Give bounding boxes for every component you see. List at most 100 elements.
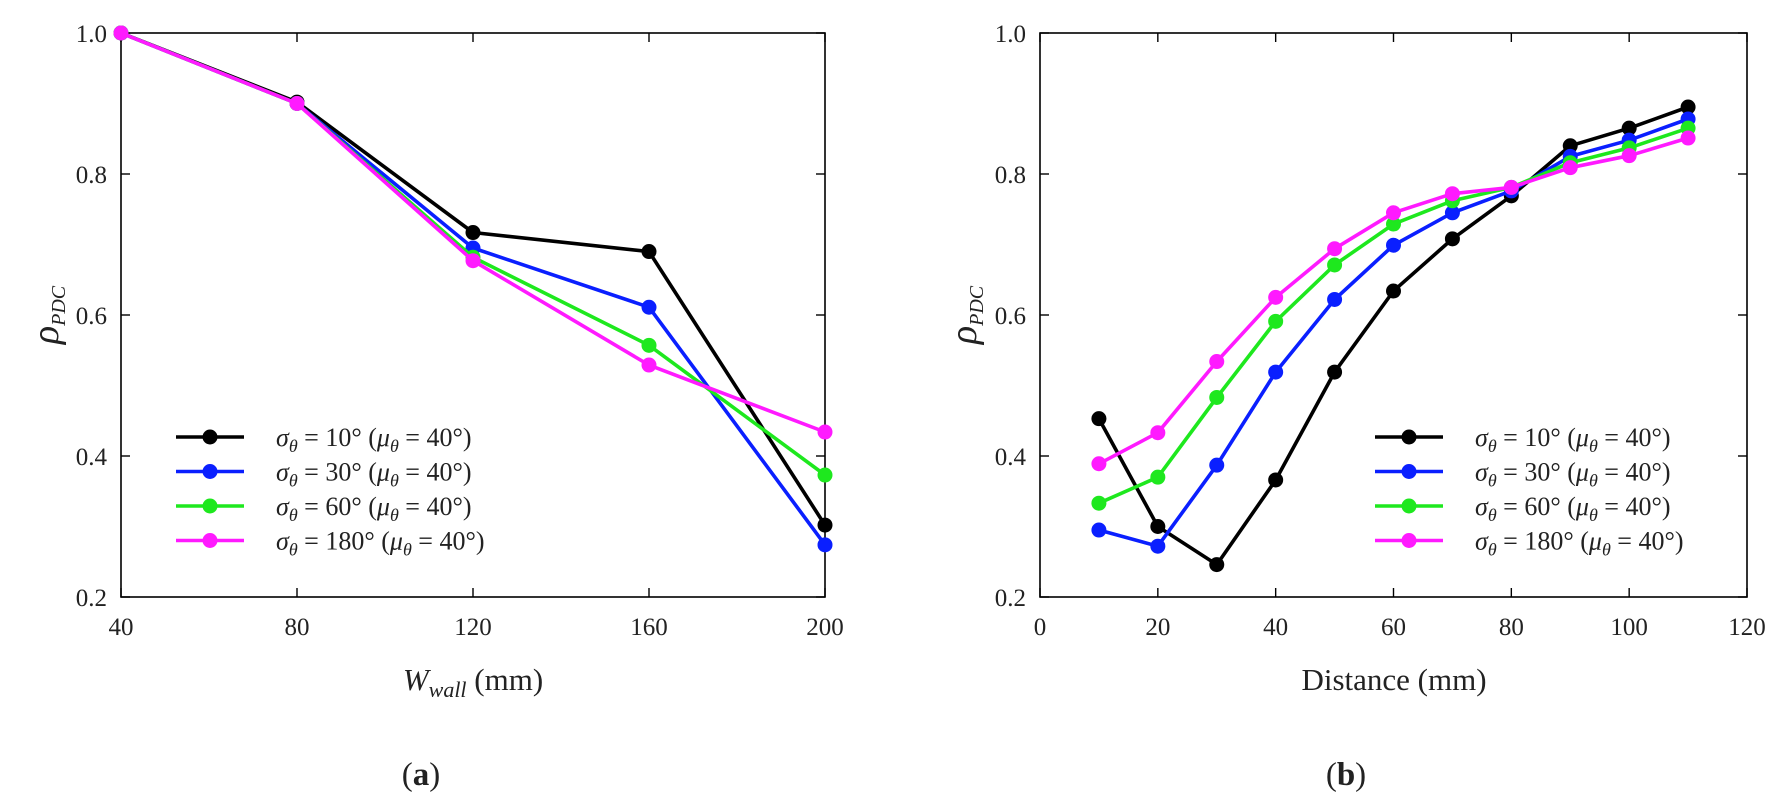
legend-sigma: σ <box>1475 492 1489 521</box>
data-point <box>465 253 481 269</box>
legend-text-mid: = 10° ( <box>1497 423 1576 452</box>
legend-subscript: θ <box>1589 505 1598 525</box>
panel-label: (a) <box>402 757 441 793</box>
legend-subscript: θ <box>1488 436 1497 456</box>
legend-subscript: θ <box>1488 540 1497 560</box>
panel-label-open: ( <box>402 757 413 793</box>
data-point <box>1386 205 1401 221</box>
data-point <box>1150 519 1166 534</box>
legend-subscript: θ <box>1589 436 1598 456</box>
chart-panel-b: 0 20 40 60 80 100 120 0.2 0.4 0.6 0.8 1.0 Distance (… <box>943 21 1766 793</box>
data-point <box>1209 354 1225 370</box>
legend-text-mid: = 60° ( <box>298 492 377 521</box>
legend-entry: σθ = 30° (μθ = 40°) <box>276 458 472 491</box>
data-point <box>1680 130 1696 146</box>
legend-mu: μ <box>1575 458 1589 487</box>
legend-subscript: θ <box>390 505 399 525</box>
data-point <box>1621 148 1637 164</box>
legend-mu: μ <box>376 423 390 452</box>
y-tick-label: 1.0 <box>76 21 107 48</box>
legend-text-mid: = 180° ( <box>298 527 390 556</box>
y-axis-label-subscript: PDC <box>48 285 70 327</box>
legend-text-end: = 40°) <box>399 423 472 452</box>
legend-marker <box>202 429 218 445</box>
data-point <box>1327 257 1343 273</box>
y-tick-label: 0.4 <box>76 444 108 471</box>
legend-text-mid: = 30° ( <box>1497 458 1576 487</box>
data-point <box>817 537 833 553</box>
data-point <box>1091 456 1107 472</box>
data-point <box>1209 457 1225 473</box>
y-axis-label-subscript: PDC <box>966 285 988 327</box>
legend-mu: μ <box>376 492 390 521</box>
legend-marker <box>202 533 218 548</box>
data-point <box>1562 138 1578 154</box>
legend-subscript: θ <box>289 436 298 456</box>
data-point <box>1327 364 1343 380</box>
legend-sigma: σ <box>276 423 290 452</box>
data-point <box>1268 313 1284 329</box>
legend-marker <box>202 498 218 514</box>
legend-text-end: = 40°) <box>1598 423 1671 452</box>
legend-text-end: = 40°) <box>1598 458 1671 487</box>
legend-entry: σθ = 30° (μθ = 40°) <box>1475 458 1671 491</box>
x-tick-label: 120 <box>1728 614 1766 641</box>
legend-text-end: = 40°) <box>399 458 472 487</box>
series-line <box>1098 136 1689 466</box>
legend-entry: σθ = 60° (μθ = 40°) <box>276 492 472 525</box>
y-axis-label-symbol: ρ <box>25 326 67 345</box>
legend-sigma: σ <box>276 458 290 487</box>
x-tick-label: 160 <box>630 614 668 641</box>
data-point <box>641 299 657 315</box>
x-tick-label: 20 <box>1145 614 1170 641</box>
x-tick-label: 120 <box>454 614 492 641</box>
legend-sigma: σ <box>276 527 290 556</box>
legend-text-mid: = 180° ( <box>1497 527 1589 556</box>
data-point <box>641 244 657 260</box>
data-point <box>1268 364 1284 380</box>
series-line <box>120 31 827 527</box>
data-point <box>1503 179 1519 195</box>
data-point <box>1209 557 1225 573</box>
x-tick-label: 200 <box>806 614 844 641</box>
legend-entry: σθ = 180° (μθ = 40°) <box>276 527 485 560</box>
data-point <box>1444 205 1460 221</box>
data-point <box>817 424 833 440</box>
chart-panel-a: 40 80 120 160 200 0.2 0.4 0.6 0.8 1.0 Wwall (mm) ρP… <box>25 21 844 793</box>
legend-subscript: θ <box>1488 505 1497 525</box>
x-tick-label: 0 <box>1034 614 1047 641</box>
panel-label-letter: a <box>413 757 430 793</box>
legend-marker <box>1401 429 1417 445</box>
y-axis-label: ρPDC <box>943 285 988 345</box>
data-point <box>1444 231 1460 247</box>
legend-subscript: θ <box>403 540 412 560</box>
legend-text-mid: = 60° ( <box>1497 492 1576 521</box>
x-axis-label-text: Distance <box>1301 662 1409 697</box>
legend-sigma: σ <box>276 492 290 521</box>
series-1 <box>1091 99 1696 573</box>
legend-text-end: = 40°) <box>399 492 472 521</box>
x-tick-label: 100 <box>1610 614 1648 641</box>
x-axis-label-unit: (mm) <box>467 662 544 697</box>
panel-label-open: ( <box>1326 757 1337 793</box>
x-axis-label: Distance (mm) <box>1301 662 1486 697</box>
legend-entry: σθ = 180° (μθ = 40°) <box>1475 527 1684 560</box>
series-1 <box>113 25 833 533</box>
legend-mu: μ <box>389 527 403 556</box>
x-axis-label-subscript: wall <box>429 677 467 702</box>
data-point <box>641 357 657 373</box>
legend-subscript: θ <box>390 436 399 456</box>
x-axis-label-symbol: W <box>403 662 432 697</box>
y-tick-label: 0.8 <box>76 162 107 189</box>
data-point <box>1150 538 1166 554</box>
data-point <box>1091 522 1107 538</box>
legend-marker <box>1401 533 1417 548</box>
legend-subscript: θ <box>289 505 298 525</box>
y-tick-label: 0.8 <box>995 162 1026 189</box>
data-point <box>465 225 481 241</box>
x-tick-label: 40 <box>1263 614 1288 641</box>
y-tick-label: 0.4 <box>995 444 1027 471</box>
x-tick-label: 80 <box>285 614 310 641</box>
legend-sigma: σ <box>1475 458 1489 487</box>
legend-text-end: = 40°) <box>412 527 485 556</box>
